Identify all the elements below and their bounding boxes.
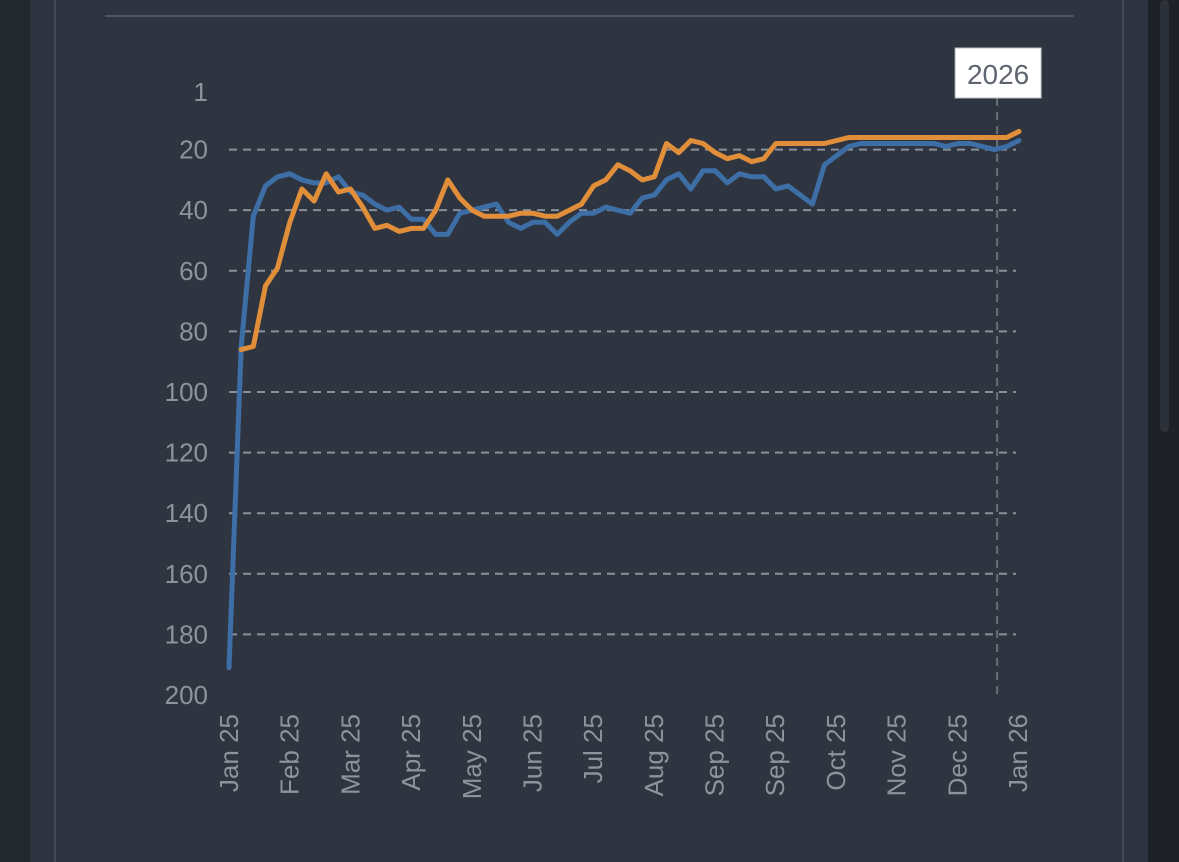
scrollbar[interactable] bbox=[1160, 0, 1169, 432]
year-marker-label: 2026 bbox=[967, 59, 1029, 90]
y-tick-label: 80 bbox=[179, 316, 208, 346]
x-tick-label: Jan 26 bbox=[1003, 714, 1033, 792]
y-tick-label: 160 bbox=[165, 559, 208, 589]
y-tick-label: 40 bbox=[179, 195, 208, 225]
x-tick-label: Nov 25 bbox=[882, 714, 912, 796]
year-marker: 2026 bbox=[954, 47, 1042, 697]
x-tick-label: Aug 25 bbox=[639, 714, 669, 796]
series-line-2 bbox=[238, 128, 1022, 353]
y-tick-label: 1 bbox=[194, 77, 208, 107]
y-tick-label: 140 bbox=[165, 498, 208, 528]
chart-panel-frame bbox=[54, 0, 1124, 862]
y-tick-label: 60 bbox=[179, 256, 208, 286]
x-tick-label: Apr 25 bbox=[396, 714, 426, 791]
x-tick-label: Jun 25 bbox=[517, 714, 547, 792]
x-tick-label: Jan 25 bbox=[214, 714, 244, 792]
x-tick-label: Sep 25 bbox=[760, 714, 790, 796]
x-tick-label: Oct 25 bbox=[821, 714, 851, 791]
divider bbox=[105, 15, 1074, 17]
x-tick-label: Mar 25 bbox=[335, 714, 365, 795]
y-tick-label: 100 bbox=[165, 377, 208, 407]
y-tick-label: 20 bbox=[179, 135, 208, 165]
series-line-1 bbox=[226, 138, 1022, 671]
y-tick-label: 120 bbox=[165, 438, 208, 468]
year-marker-box bbox=[954, 47, 1042, 99]
x-tick-label: Feb 25 bbox=[275, 714, 305, 795]
y-tick-label: 180 bbox=[165, 619, 208, 649]
series-lines bbox=[226, 128, 1022, 671]
x-axis-ticks: Jan 25 Feb 25 Mar 25 Apr 25 May 25 Jun 25 Jul … bbox=[214, 714, 1033, 799]
x-tick-label: Dec 25 bbox=[942, 714, 972, 796]
x-tick-label: Jul 25 bbox=[578, 714, 608, 783]
y-tick-label: 200 bbox=[165, 680, 208, 710]
x-tick-label: May 25 bbox=[457, 714, 487, 799]
x-tick-label: Sep 25 bbox=[700, 714, 730, 796]
grid-lines bbox=[229, 148, 1016, 636]
